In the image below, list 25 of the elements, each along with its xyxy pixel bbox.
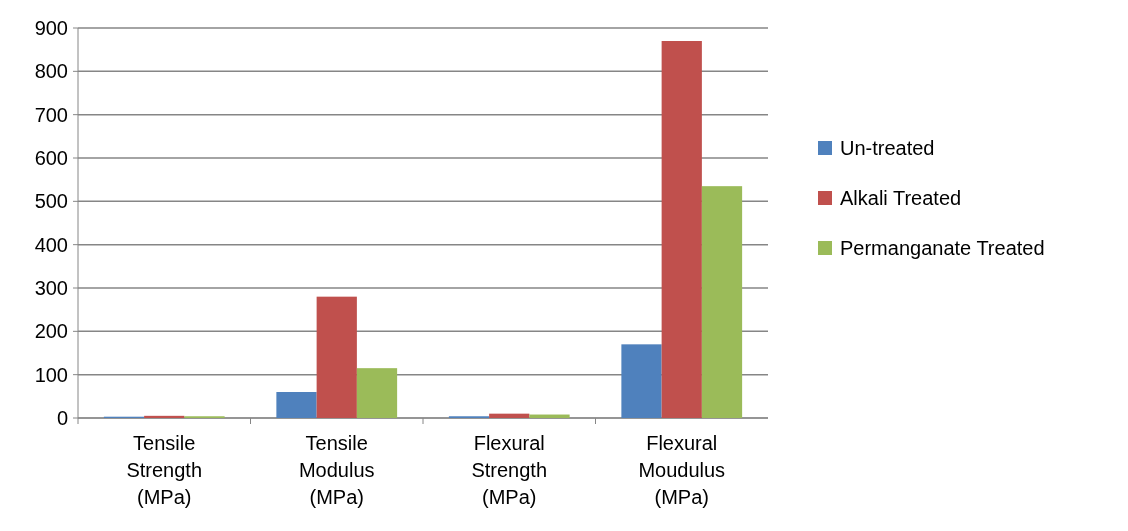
y-tick-label: 0 <box>56 407 68 429</box>
bar <box>144 415 185 418</box>
y-tick-label: 900 <box>34 17 68 39</box>
y-tick-label: 400 <box>34 233 68 256</box>
bar <box>489 413 530 418</box>
bar <box>316 296 357 418</box>
bar <box>356 368 398 418</box>
y-tick-label: 700 <box>34 103 68 126</box>
y-tick-label: 200 <box>34 320 68 343</box>
x-tick-label: Tensile Strength (MPa) <box>126 432 203 508</box>
y-tick-label: 600 <box>34 147 68 169</box>
y-tick-label: 800 <box>34 60 68 83</box>
bar <box>701 186 743 418</box>
legend-label: Permanganate Treated <box>840 237 1045 259</box>
bar <box>621 344 662 418</box>
bar <box>661 41 702 418</box>
x-tick-label: Tensile Modulus (MPa) <box>298 432 375 508</box>
y-tick-label: 500 <box>34 190 68 213</box>
y-tick-label: 100 <box>34 363 68 386</box>
legend-label: Un-treated <box>840 137 935 159</box>
bar <box>276 392 317 418</box>
y-tick-label: 300 <box>34 277 68 299</box>
x-tick-label: Flexural Strength (MPa) <box>471 432 548 508</box>
legend-label: Alkali Treated <box>840 187 962 209</box>
x-tick-label: Flexural Moudulus (MPa) <box>638 432 726 508</box>
